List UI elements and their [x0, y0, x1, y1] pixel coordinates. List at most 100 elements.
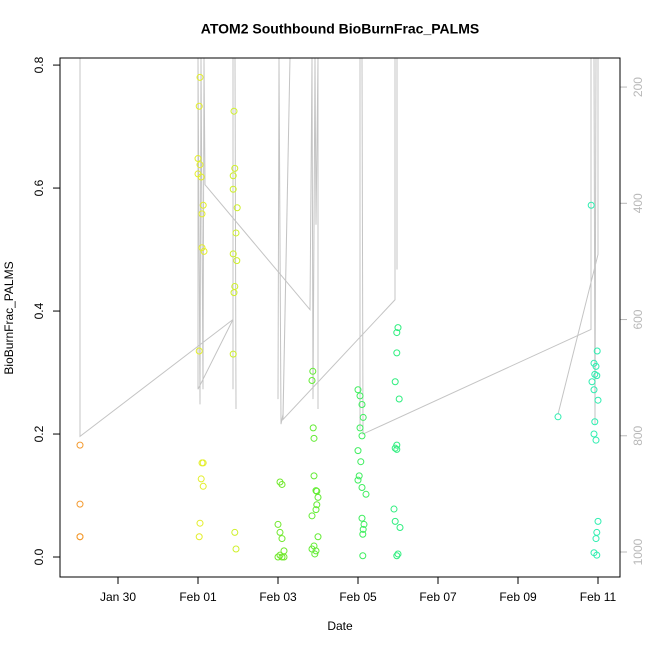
data-point [195, 347, 203, 355]
data-point [274, 520, 282, 528]
data-point [592, 436, 600, 444]
pressure-line [277, 58, 398, 425]
data-point [391, 378, 399, 386]
x-tick-label: Feb 05 [339, 590, 377, 604]
plot-frame [59, 57, 621, 578]
pressure-line [79, 58, 319, 438]
data-point [312, 487, 320, 495]
x-tick-label: Feb 09 [499, 590, 537, 604]
y-axis-label: BioBurnFrac_PALMS [2, 261, 16, 374]
data-point [199, 459, 207, 467]
data-point [587, 201, 595, 209]
data-point [354, 476, 362, 484]
data-point [588, 378, 596, 386]
data-point [591, 418, 599, 426]
data-point [356, 392, 364, 400]
data-point [395, 395, 403, 403]
data-point [197, 475, 205, 483]
data-point [199, 482, 207, 490]
y2-tick-label: 600 [631, 309, 645, 329]
data-point [359, 530, 367, 538]
data-point [308, 512, 316, 520]
data-point [592, 362, 600, 370]
y-tick-label: 0.8 [32, 56, 46, 73]
pressure-line [232, 58, 237, 410]
data-point [194, 155, 202, 163]
data-point [358, 484, 366, 492]
data-point [393, 552, 401, 560]
y2-tick-label: 400 [631, 193, 645, 213]
data-point [354, 386, 362, 394]
data-point [393, 445, 401, 453]
data-point [198, 244, 206, 252]
data-point [229, 250, 237, 258]
data-point [197, 173, 205, 181]
data-point [276, 528, 284, 536]
x-axis-label: Date [327, 619, 353, 633]
data-point [396, 523, 404, 531]
y2-tick-label: 800 [631, 425, 645, 445]
data-point [280, 553, 288, 561]
data-point [393, 329, 401, 337]
data-point [594, 396, 602, 404]
data-point [594, 517, 602, 525]
data-point [76, 441, 84, 449]
data-point [309, 424, 317, 432]
data-point [233, 257, 241, 265]
y-tick-label: 0.0 [32, 548, 46, 565]
data-point [76, 533, 84, 541]
data-point [393, 349, 401, 357]
data-point [358, 401, 366, 409]
data-point [311, 550, 319, 558]
data-point [310, 472, 318, 480]
x-tick-label: Feb 01 [179, 590, 217, 604]
data-point [229, 172, 237, 180]
x-tick-label: Feb 11 [580, 590, 617, 604]
data-point [391, 444, 399, 452]
data-point [357, 458, 365, 466]
data-point [362, 490, 370, 498]
data-point [195, 533, 203, 541]
data-point [232, 545, 240, 553]
data-point [313, 501, 321, 509]
data-point [593, 551, 601, 559]
data-point [196, 519, 204, 527]
data-point [359, 525, 367, 533]
data-point [198, 210, 206, 218]
data-point [310, 434, 318, 442]
data-point [229, 185, 237, 193]
data-point [233, 204, 241, 212]
data-point [314, 493, 322, 501]
data-point [195, 102, 203, 110]
data-point [394, 324, 402, 332]
y2-tick-label: 200 [631, 77, 645, 97]
data-point [391, 517, 399, 525]
y-tick-label: 0.4 [32, 302, 46, 319]
data-point [359, 552, 367, 560]
data-point [278, 553, 286, 561]
data-point [356, 424, 364, 432]
data-point [358, 432, 366, 440]
data-point [200, 247, 208, 255]
y-tick-label: 0.6 [32, 179, 46, 196]
data-point [278, 535, 286, 543]
data-point [199, 201, 207, 209]
data-point [593, 347, 601, 355]
data-point [230, 107, 238, 115]
data-point [394, 550, 402, 558]
data-point [360, 520, 368, 528]
data-point [390, 505, 398, 513]
x-tick-label: Jan 30 [100, 590, 136, 604]
x-tick-label: Feb 07 [419, 590, 457, 604]
data-point [309, 367, 317, 375]
data-point [196, 161, 204, 169]
data-point [355, 472, 363, 480]
data-point [76, 500, 84, 508]
data-point [278, 480, 286, 488]
data-point [312, 506, 320, 514]
data-point [590, 386, 598, 394]
data-point [196, 73, 204, 81]
